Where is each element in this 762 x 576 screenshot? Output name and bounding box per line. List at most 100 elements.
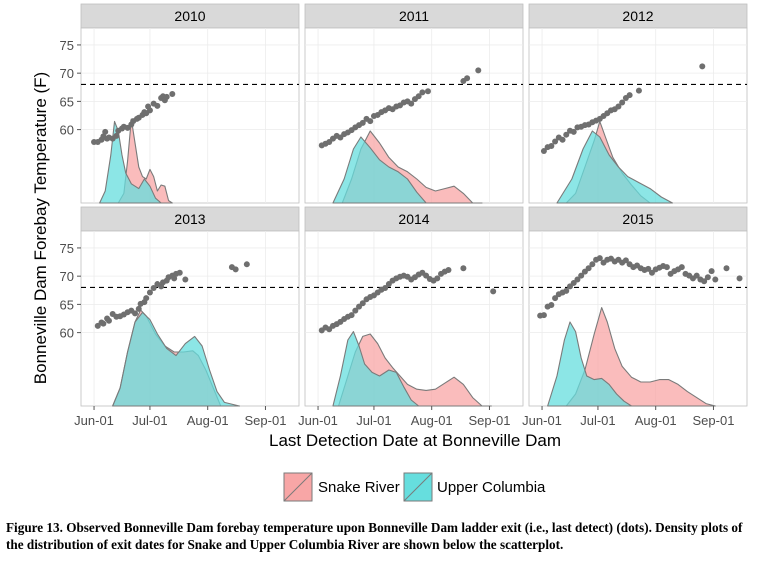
temperature-point <box>570 128 577 135</box>
temperature-point <box>678 264 685 271</box>
panel-2015: 2015 Jun-01 Jul-01 Aug-01 Sep-01 <box>522 206 748 428</box>
x-tick-label: Sep-01 <box>469 413 511 428</box>
y-tick-label: 70 <box>60 66 74 81</box>
temperature-point <box>563 287 570 294</box>
strip-2014 <box>304 206 524 232</box>
temperature-point <box>585 265 592 272</box>
density-upper-columbia-2012 <box>556 130 674 204</box>
density-upper-columbia-2014 <box>332 331 420 407</box>
panel-2013: 2013 60 65 70 75 Jun-01 Jul-01 Aug-01 Sep-01 <box>60 206 300 428</box>
x-tick-label: Aug-01 <box>411 413 453 428</box>
y-tick-label: 75 <box>60 241 74 256</box>
temperature-point <box>182 276 189 283</box>
temperature-point <box>143 295 150 302</box>
temperature-point <box>163 93 170 100</box>
temperature-point <box>176 269 183 276</box>
y-axis-title: Bonneville Dam Forebay Temperature (F) <box>31 72 50 384</box>
density-upper-columbia-2011 <box>332 136 436 204</box>
y-tick-label: 70 <box>60 269 74 284</box>
panel-2012: 2012 <box>528 3 748 204</box>
x-tick-label: Jun-01 <box>298 413 338 428</box>
temperature-point <box>490 288 497 295</box>
temperature-point <box>460 265 467 272</box>
density-upper-columbia-2013 <box>112 311 240 407</box>
x-tick-label: Jun-01 <box>522 413 562 428</box>
temperature-point <box>596 255 603 262</box>
temperature-point <box>712 276 719 283</box>
legend-key-upper-columbia-slash <box>403 472 433 502</box>
temperature-point <box>548 301 555 308</box>
plot-area-2011 <box>304 27 524 204</box>
y-tick-label: 60 <box>60 123 74 138</box>
x-tick-label: Sep-01 <box>245 413 287 428</box>
strip-2012 <box>528 3 748 29</box>
plot-area-2012 <box>528 27 748 204</box>
temperature-point <box>154 102 161 109</box>
x-tick-label: Jul-01 <box>356 413 391 428</box>
temperature-point <box>146 107 153 114</box>
temperature-point <box>619 99 626 106</box>
temperature-point <box>574 276 581 283</box>
strip-2011 <box>304 3 524 29</box>
temperature-point <box>100 320 107 327</box>
temperature-point <box>243 261 250 268</box>
temperature-point <box>701 278 708 285</box>
legend-label-snake-river: Snake River <box>318 479 400 496</box>
temperature-point <box>232 266 239 273</box>
y-tick-label: 75 <box>60 38 74 53</box>
temperature-point <box>552 295 559 302</box>
temperature-point <box>563 131 570 138</box>
panel-2010: 2010 60 65 70 75 <box>60 3 300 204</box>
temperature-point <box>559 136 566 143</box>
temperature-point <box>589 261 596 268</box>
temperature-point <box>626 92 633 99</box>
y-tick-label: 60 <box>60 326 74 341</box>
temperature-point <box>382 285 389 292</box>
legend-label-upper-columbia: Upper Columbia <box>437 479 546 496</box>
temperature-point <box>693 272 700 279</box>
faceted-temperature-chart: 2010 60 65 70 75 2011 2012 2013 60 65 70 75 Jun-01 Ju… <box>31 3 748 502</box>
x-tick-label: Aug-01 <box>635 413 677 428</box>
strip-2015 <box>528 206 748 232</box>
temperature-point <box>622 257 629 264</box>
y-tick-label: 65 <box>60 94 74 109</box>
temperature-point <box>146 289 153 296</box>
temperature-point <box>169 91 176 98</box>
temperature-point <box>540 312 547 319</box>
temperature-point <box>708 268 715 275</box>
temperature-point <box>135 305 142 312</box>
temperature-point <box>540 148 547 155</box>
temperature-point <box>699 63 706 70</box>
strip-label-2015: 2015 <box>622 211 653 227</box>
temperature-point <box>635 87 642 94</box>
x-tick-label: Aug-01 <box>187 413 229 428</box>
legend: Snake River Upper Columbia <box>283 472 546 502</box>
temperature-point <box>419 89 426 96</box>
temperature-point <box>352 307 359 314</box>
temperature-point <box>723 265 730 272</box>
temperature-point <box>105 317 112 324</box>
temperature-point <box>434 275 441 282</box>
temperature-point <box>548 142 555 149</box>
x-tick-label: Jul-01 <box>132 413 167 428</box>
temperature-point <box>113 132 120 139</box>
panel-2011: 2011 <box>304 3 524 204</box>
temperature-point <box>415 93 422 100</box>
y-tick-label: 65 <box>60 297 74 312</box>
temperature-point <box>408 100 415 107</box>
temperature-point <box>445 266 452 273</box>
temperature-point <box>704 274 711 281</box>
density-snake-river-2010 <box>117 118 173 204</box>
temperature-point <box>615 103 622 110</box>
temperature-point <box>132 310 139 317</box>
temperature-point <box>359 300 366 307</box>
temperature-point <box>645 265 652 272</box>
strip-label-2013: 2013 <box>174 211 205 227</box>
temperature-point <box>348 312 355 319</box>
x-tick-label: Jun-01 <box>74 413 114 428</box>
panel-2014: 2014 Jun-01 Jul-01 Aug-01 Sep-01 <box>298 206 524 428</box>
temperature-point <box>475 67 482 74</box>
temperature-point <box>464 75 471 82</box>
density-upper-columbia-2015 <box>547 321 633 407</box>
x-tick-label: Sep-01 <box>693 413 735 428</box>
